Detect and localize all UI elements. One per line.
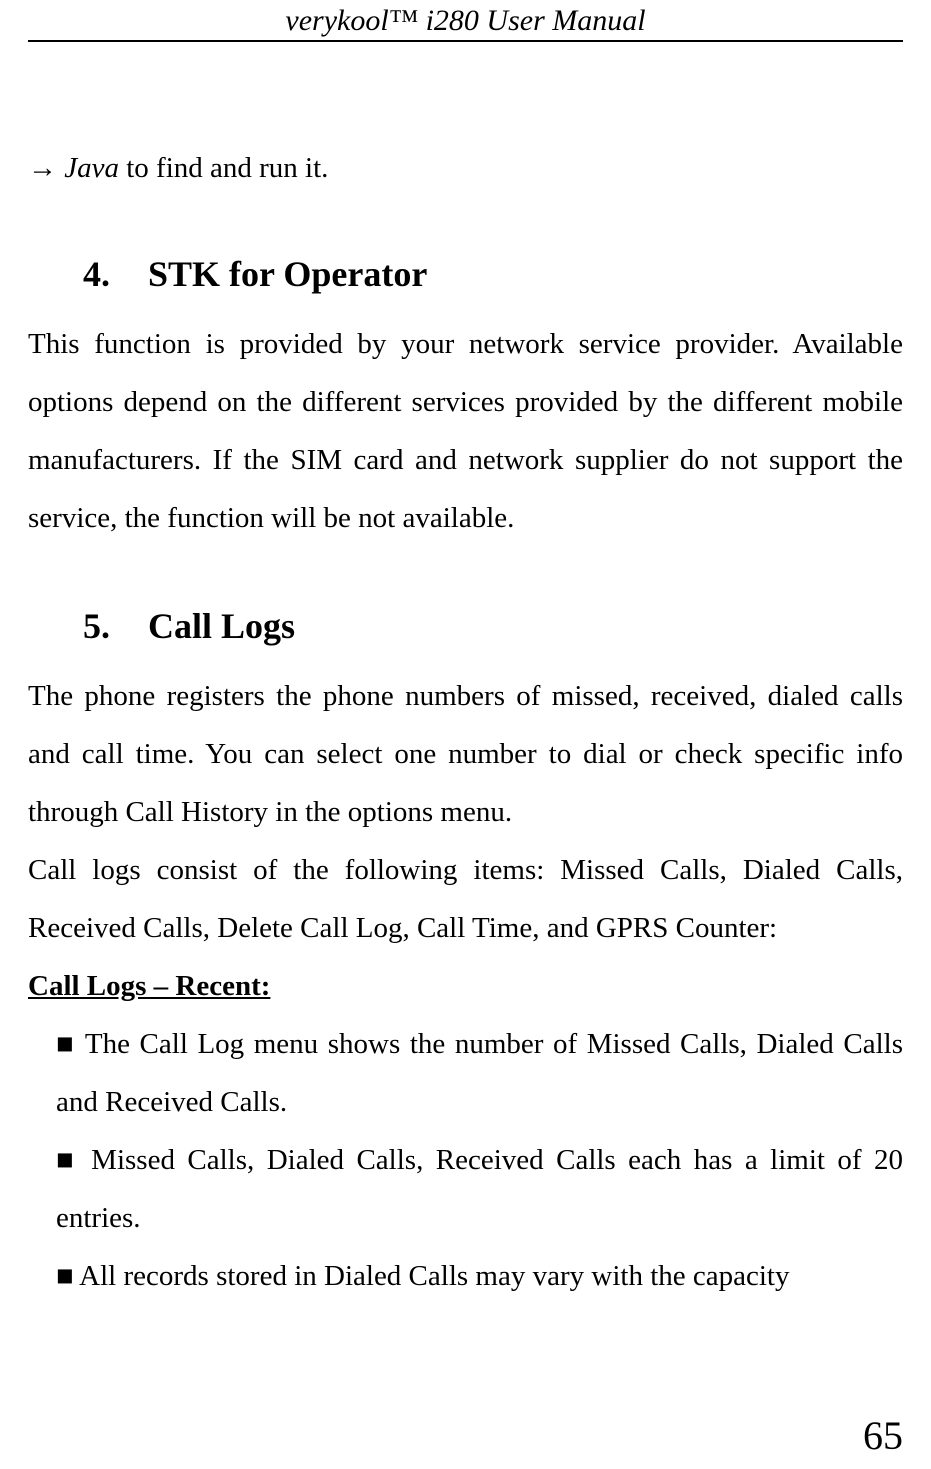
header-rule xyxy=(28,40,903,42)
bullet-1-text: The Call Log menu shows the number of Mi… xyxy=(56,1028,903,1118)
java-tail-text: to find and run it. xyxy=(119,152,328,184)
bullet-item-2: ■ Missed Calls, Dialed Calls, Received C… xyxy=(28,1131,903,1247)
page-number: 65 xyxy=(863,1412,903,1459)
arrow-right-icon: → xyxy=(28,152,57,184)
bullet-2-text: Missed Calls, Dialed Calls, Received Cal… xyxy=(56,1144,903,1234)
section-4-title: STK for Operator xyxy=(148,254,427,294)
bullet-item-1: ■ The Call Log menu shows the number of … xyxy=(28,1015,903,1131)
section-4-body: This function is provided by your networ… xyxy=(28,315,903,547)
java-label: Java xyxy=(64,152,119,184)
square-bullet-icon: ■ xyxy=(56,1260,74,1292)
section-4-heading: 4. STK for Operator xyxy=(28,253,903,295)
bullet-3-text: All records stored in Dialed Calls may v… xyxy=(74,1260,790,1292)
square-bullet-icon: ■ xyxy=(56,1144,79,1176)
section-5-body-2: Call logs consist of the following items… xyxy=(28,841,903,957)
call-logs-recent-subhead: Call Logs – Recent: xyxy=(28,957,903,1015)
section-5-number: 5. xyxy=(83,605,139,647)
java-nav-line: → Java to find and run it. xyxy=(28,152,903,185)
section-5-body-1: The phone registers the phone numbers of… xyxy=(28,667,903,841)
bullet-item-3: ■ All records stored in Dialed Calls may… xyxy=(28,1247,903,1305)
square-bullet-icon: ■ xyxy=(56,1028,76,1060)
section-5-heading: 5. Call Logs xyxy=(28,605,903,647)
section-5-title: Call Logs xyxy=(148,606,295,646)
section-4-number: 4. xyxy=(83,253,139,295)
header-title: verykool™ i280 User Manual xyxy=(28,0,903,40)
